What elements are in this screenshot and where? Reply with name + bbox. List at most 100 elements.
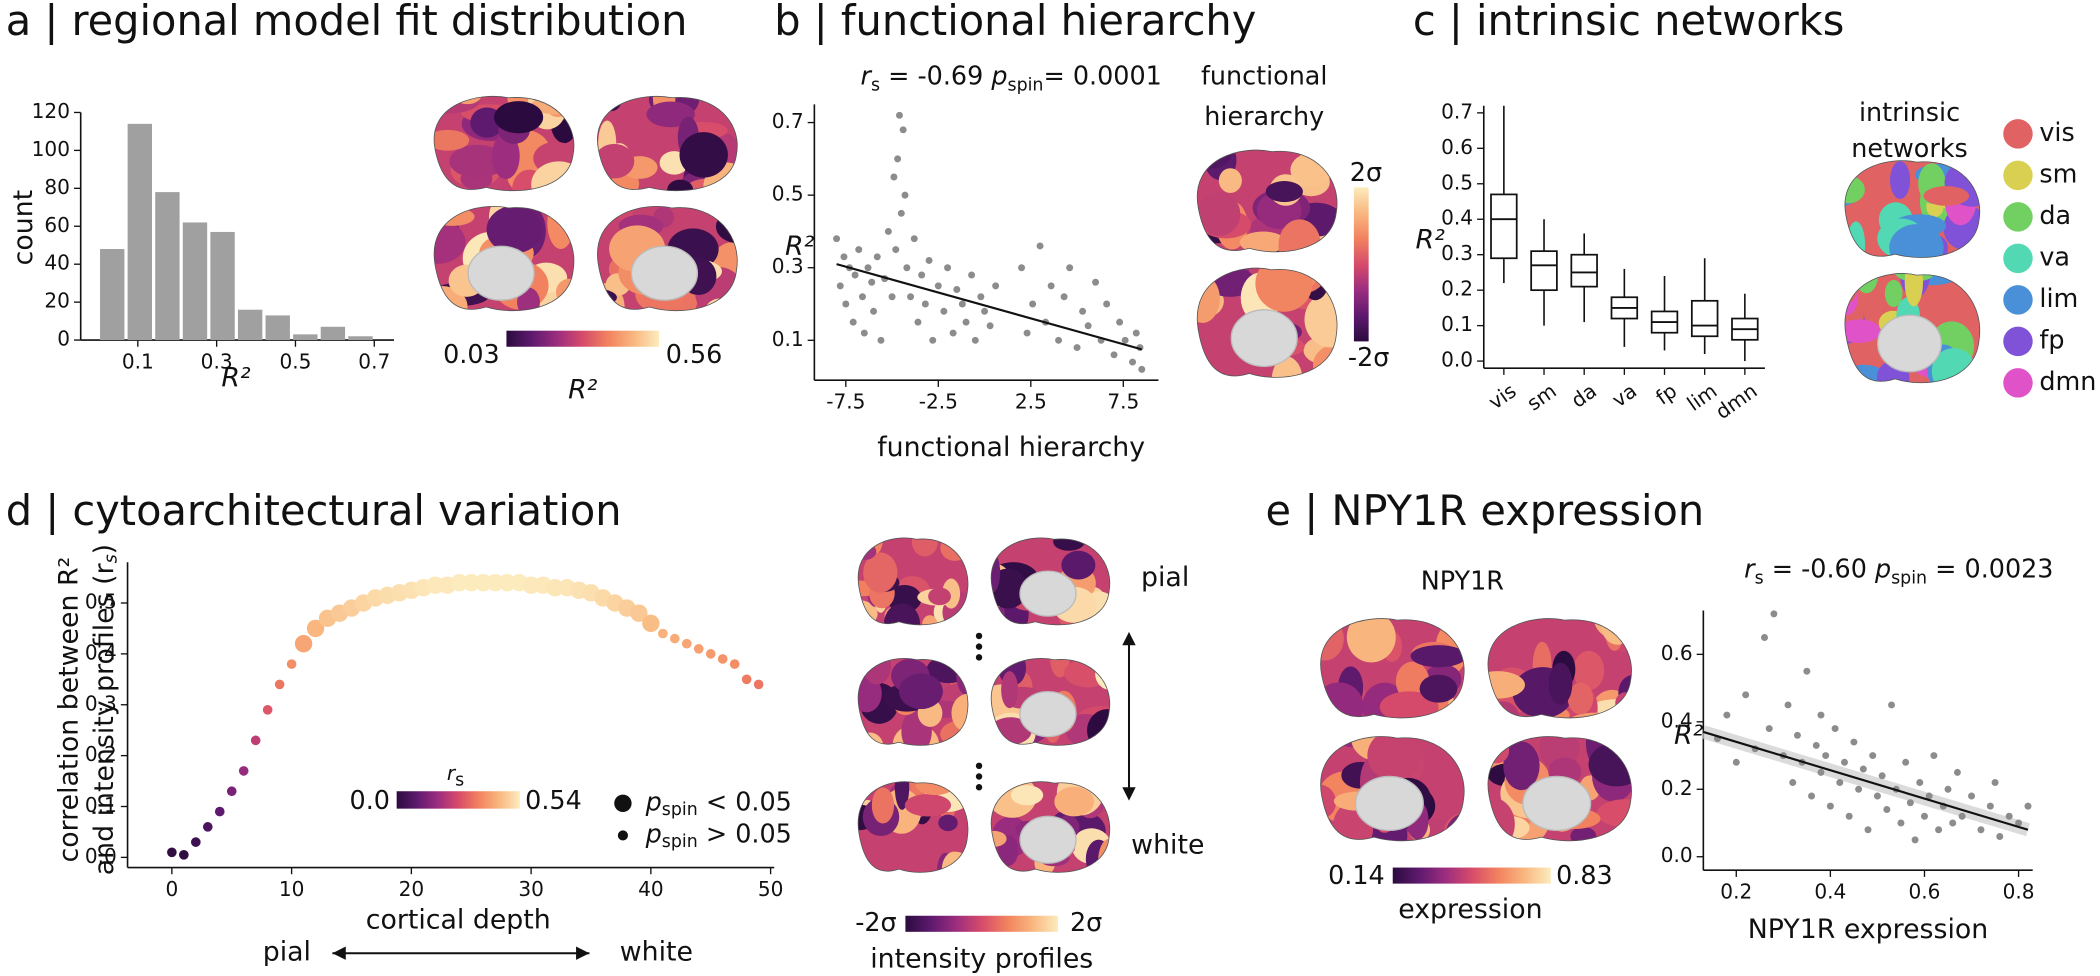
brain-patch — [951, 693, 968, 733]
point — [914, 318, 922, 326]
y-tick-label: 0.5 — [1441, 170, 1473, 194]
point — [1803, 667, 1811, 675]
brain-patch — [1001, 671, 1019, 709]
depth-label: white — [620, 937, 693, 968]
brain-edge — [597, 95, 738, 192]
point — [860, 329, 868, 337]
brain-patch — [941, 851, 967, 873]
medial-wall — [630, 245, 699, 301]
brain-edge — [857, 537, 969, 626]
x-tick-label: 0.1 — [122, 349, 154, 373]
point — [1986, 802, 1994, 810]
panel-title: a | regional model fit distribution — [6, 0, 688, 45]
y-tick-label: 100 — [32, 137, 70, 161]
colorbar-tick-label: 0.0 — [350, 785, 390, 815]
brain-patch — [722, 206, 738, 224]
point — [202, 822, 213, 832]
point — [1132, 329, 1140, 337]
legend-marker — [2003, 243, 2033, 274]
ellipsis — [975, 632, 983, 791]
legend-marker — [2003, 160, 2033, 191]
point — [669, 633, 680, 644]
brain-patch — [1503, 741, 1540, 791]
brain-patch — [863, 552, 898, 593]
brain-edge — [1487, 618, 1632, 719]
brain-patch — [1844, 282, 1858, 316]
brain-edge — [1844, 160, 1981, 258]
brain-patch — [1320, 784, 1337, 820]
point — [286, 659, 297, 669]
point — [870, 307, 878, 315]
depth-label: pial — [263, 937, 311, 968]
brain — [1487, 618, 1632, 718]
point — [971, 336, 979, 344]
brain-edge — [857, 781, 969, 873]
x-tick-label: 0.3 — [201, 349, 233, 373]
point — [1817, 711, 1825, 719]
medial-wall — [1877, 314, 1943, 373]
point — [1991, 779, 1999, 787]
point — [1883, 806, 1891, 813]
brain-patch — [1567, 682, 1594, 715]
brain-patch — [1265, 181, 1303, 203]
brain-patch — [898, 673, 943, 710]
x-tick-label: 7.5 — [1107, 389, 1139, 413]
x-tick-label: 0 — [165, 877, 178, 901]
point — [873, 253, 881, 261]
legend-marker — [614, 794, 632, 812]
x-tick-label: 0.6 — [1909, 879, 1941, 903]
y-axis-label: count — [8, 190, 39, 266]
legend-label: dmn — [2039, 366, 2096, 396]
bar — [182, 222, 208, 341]
point — [2024, 802, 2032, 810]
point — [890, 173, 898, 181]
y-tick-label: 0.0 — [1661, 843, 1693, 867]
legend-marker — [2003, 119, 2033, 149]
point — [462, 573, 480, 592]
box — [1570, 253, 1598, 288]
brain-patch — [1904, 273, 1923, 307]
brain-patch — [1095, 658, 1110, 691]
point — [962, 318, 970, 326]
y-tick-label: 0.3 — [1441, 241, 1473, 265]
brain-patch — [1844, 319, 1881, 344]
point — [925, 256, 933, 264]
brain-patch — [1379, 691, 1439, 718]
point — [1996, 833, 2004, 840]
brain-patch — [597, 287, 617, 308]
point — [1841, 758, 1848, 766]
point — [1902, 758, 1910, 766]
point — [693, 643, 704, 654]
point — [1920, 812, 1928, 820]
brain-patch — [991, 781, 1000, 802]
point — [1765, 725, 1773, 733]
point — [986, 322, 994, 330]
brain-patch — [713, 175, 738, 191]
brain-patch — [1278, 219, 1321, 252]
point — [1897, 819, 1905, 827]
brain — [597, 96, 738, 191]
brain-patch — [667, 179, 694, 191]
x-tick-label: 30 — [518, 877, 544, 901]
map-title: functional — [1201, 61, 1328, 91]
x-tick-label: 20 — [399, 877, 425, 901]
brain-patch — [453, 96, 482, 105]
brain-patch — [1327, 150, 1338, 166]
brain-patch — [449, 144, 507, 178]
point — [1060, 293, 1068, 301]
brain — [1320, 618, 1465, 718]
brain-patch — [1844, 176, 1865, 204]
point — [903, 264, 911, 272]
brain — [1197, 150, 1338, 252]
brain — [1487, 736, 1632, 841]
brain-patch — [555, 278, 574, 306]
legend-label: vis — [2039, 117, 2074, 147]
colorbar — [1392, 867, 1551, 884]
point — [1761, 634, 1768, 641]
point — [1793, 731, 1801, 739]
point — [858, 293, 866, 301]
brain-patch — [1255, 268, 1313, 312]
x-axis-label: NPY1R expression — [1748, 914, 1988, 945]
brain-patch — [1487, 797, 1515, 841]
